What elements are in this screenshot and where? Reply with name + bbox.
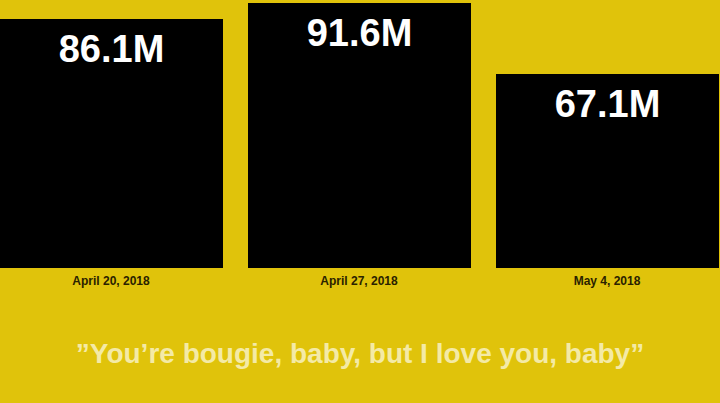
svg-text:April 20, 2018: April 20, 2018 [72,274,150,288]
svg-text:91.6M: 91.6M [307,12,413,54]
svg-text:86.1M: 86.1M [59,28,165,70]
html-text:”You’re bougie, baby, but I lo: ”You’re bougie, baby, but I love you, ba… [75,338,645,369]
svg-text:May 4, 2018: May 4, 2018 [574,274,641,288]
svg-text:April 27, 2018: April 27, 2018 [320,274,398,288]
svg-text:67.1M: 67.1M [555,83,661,125]
